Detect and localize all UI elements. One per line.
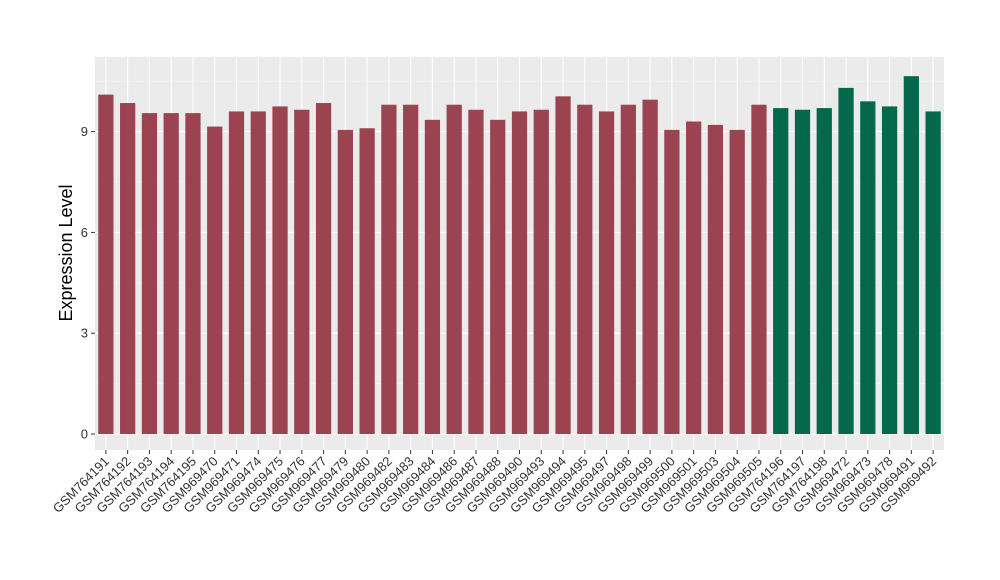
y-tick-label: 6 (81, 225, 88, 240)
bar-GSM969493 (533, 109, 549, 434)
bar-GSM969492 (925, 111, 941, 434)
y-axis: 0 3 6 9 (81, 124, 95, 442)
bar-GSM969475 (272, 106, 288, 435)
bar-GSM969487 (468, 109, 484, 434)
bar-GSM969482 (381, 104, 397, 434)
bar-GSM969474 (250, 111, 266, 434)
bar-GSM969477 (315, 103, 332, 434)
bar-GSM764197 (794, 109, 811, 434)
bar-GSM969484 (424, 119, 441, 434)
bar-GSM969494 (555, 96, 571, 434)
bars (98, 76, 941, 435)
bar-GSM969491 (903, 76, 919, 434)
bar-GSM969478 (881, 106, 898, 435)
bar-GSM969500 (664, 129, 680, 435)
y-axis-title: Expression Level (56, 184, 76, 321)
bar-GSM969490 (511, 111, 528, 434)
x-axis: GSM764191GSM764192GSM764193GSM764194GSM7… (50, 450, 939, 516)
y-tick-label: 3 (81, 326, 88, 341)
bar-GSM969498 (620, 104, 636, 434)
bar-GSM969471 (228, 111, 245, 434)
bar-GSM969470 (207, 126, 223, 434)
bar-GSM969486 (446, 104, 462, 434)
bar-GSM969480 (359, 128, 375, 435)
bar-GSM969473 (860, 101, 876, 435)
bar-GSM764195 (185, 113, 201, 435)
bar-GSM764191 (98, 94, 114, 434)
bar-GSM764193 (141, 113, 158, 435)
bar-GSM969476 (294, 109, 310, 434)
bar-GSM764196 (773, 108, 789, 434)
bar-GSM969505 (751, 104, 767, 434)
bar-GSM969488 (490, 119, 506, 434)
y-tick-label: 0 (81, 427, 88, 442)
bar-GSM969472 (838, 87, 854, 435)
bar-GSM969504 (729, 129, 745, 435)
bar-GSM969499 (642, 99, 658, 435)
bar-GSM969495 (577, 104, 593, 434)
bar-GSM764192 (120, 103, 136, 434)
bar-GSM969479 (337, 129, 353, 435)
bar-GSM764198 (816, 108, 832, 434)
bar-GSM969503 (707, 124, 724, 434)
bar-GSM969501 (686, 121, 702, 435)
bar-GSM764194 (163, 113, 179, 435)
bar-GSM969497 (598, 111, 615, 434)
y-tick-label: 9 (81, 124, 88, 139)
bar-GSM969483 (403, 104, 419, 434)
